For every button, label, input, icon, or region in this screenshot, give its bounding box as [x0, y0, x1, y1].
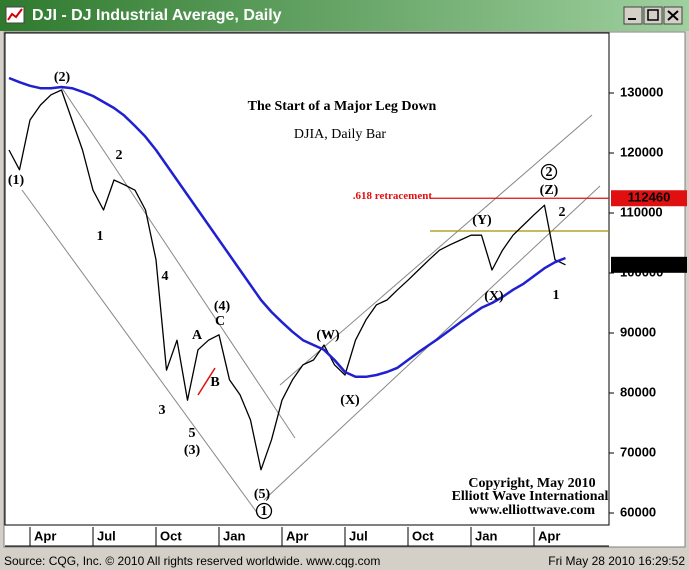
minimize-button[interactable]: [623, 6, 643, 25]
price-box: [611, 256, 687, 273]
close-glyph: [667, 10, 679, 21]
wave-label: (1): [8, 173, 25, 188]
wave-label: A: [192, 328, 203, 343]
y-tick-label: 90000: [620, 324, 656, 339]
wave-label: 1: [261, 504, 268, 519]
wave-label: (5): [254, 487, 271, 502]
wave-label: 2: [116, 148, 123, 163]
wave-label: 5: [189, 426, 196, 441]
maximize-glyph: [647, 9, 659, 21]
x-tick-label: Oct: [412, 528, 434, 543]
price-line: [8, 89, 566, 471]
y-tick-label: 130000: [620, 84, 663, 99]
x-tick-label: Jan: [223, 528, 245, 543]
wave-label: B: [210, 375, 219, 390]
wave-circle: [540, 163, 558, 181]
y-tick-label: 110000: [620, 204, 663, 219]
wave-label: (4): [214, 299, 231, 314]
window-icon-glyph: [7, 8, 23, 21]
x-tick-label: Jul: [349, 528, 368, 543]
x-tick-label: Apr: [286, 528, 308, 543]
x-tick-label: Apr: [538, 528, 560, 543]
wave-label: 1: [553, 288, 560, 303]
credit: www.elliottwave.com: [469, 503, 595, 518]
window-title: DJI - DJ Industrial Average, Daily: [32, 7, 282, 24]
wave-label: 4: [162, 269, 169, 284]
credit: Elliott Wave International: [452, 489, 609, 504]
chart-title: The Start of a Major Leg Down: [248, 99, 437, 114]
x-tick-label: Oct: [160, 528, 182, 543]
channel-line: [61, 87, 296, 439]
channel-line: [279, 114, 593, 386]
channel-line: [21, 189, 259, 515]
wave-label: (W): [316, 328, 340, 343]
status-timestamp: Fri May 28 2010 16:29:52: [548, 554, 685, 568]
title-bar: [0, 0, 689, 31]
chart-subtitle: DJIA, Daily Bar: [294, 127, 386, 142]
price-box: [611, 190, 687, 207]
wave-label: 3: [159, 403, 166, 418]
wave-label: (Z): [540, 183, 559, 198]
x-tick-label: Apr: [34, 528, 56, 543]
y-tick-label: 60000: [620, 504, 656, 519]
y-tick-label: 70000: [620, 444, 656, 459]
wave-label: 2: [546, 165, 553, 180]
x-tick-label: Jul: [97, 528, 116, 543]
wave-label: 1: [97, 229, 104, 244]
reference-label: .618 retracement: [353, 190, 433, 202]
wave-label: 2: [559, 205, 566, 220]
wave-label: (Y): [472, 213, 492, 228]
wave-label: (3): [184, 443, 201, 458]
y-tick-label: 120000: [620, 144, 663, 159]
plot-area: [4, 32, 610, 526]
wave-label: (X): [340, 393, 360, 408]
x-tick-label: Jan: [475, 528, 497, 543]
status-bar: [0, 552, 689, 570]
window-buttons: [623, 6, 683, 25]
y-tick-label: 80000: [620, 384, 656, 399]
moving-average: [8, 76, 566, 379]
wave-label: (X): [484, 289, 504, 304]
wave-circle: [255, 502, 273, 520]
credit: Copyright, May 2010: [468, 476, 595, 491]
status-source: Source: CQG, Inc. © 2010 All rights rese…: [4, 554, 380, 568]
channel-lines: [21, 87, 601, 515]
price-box-label: 112460: [628, 190, 671, 205]
wave-label: (2): [54, 70, 71, 85]
wave-b-line: [197, 367, 216, 396]
wave-label: C: [215, 314, 225, 329]
price-box-label: 101366: [627, 256, 670, 271]
